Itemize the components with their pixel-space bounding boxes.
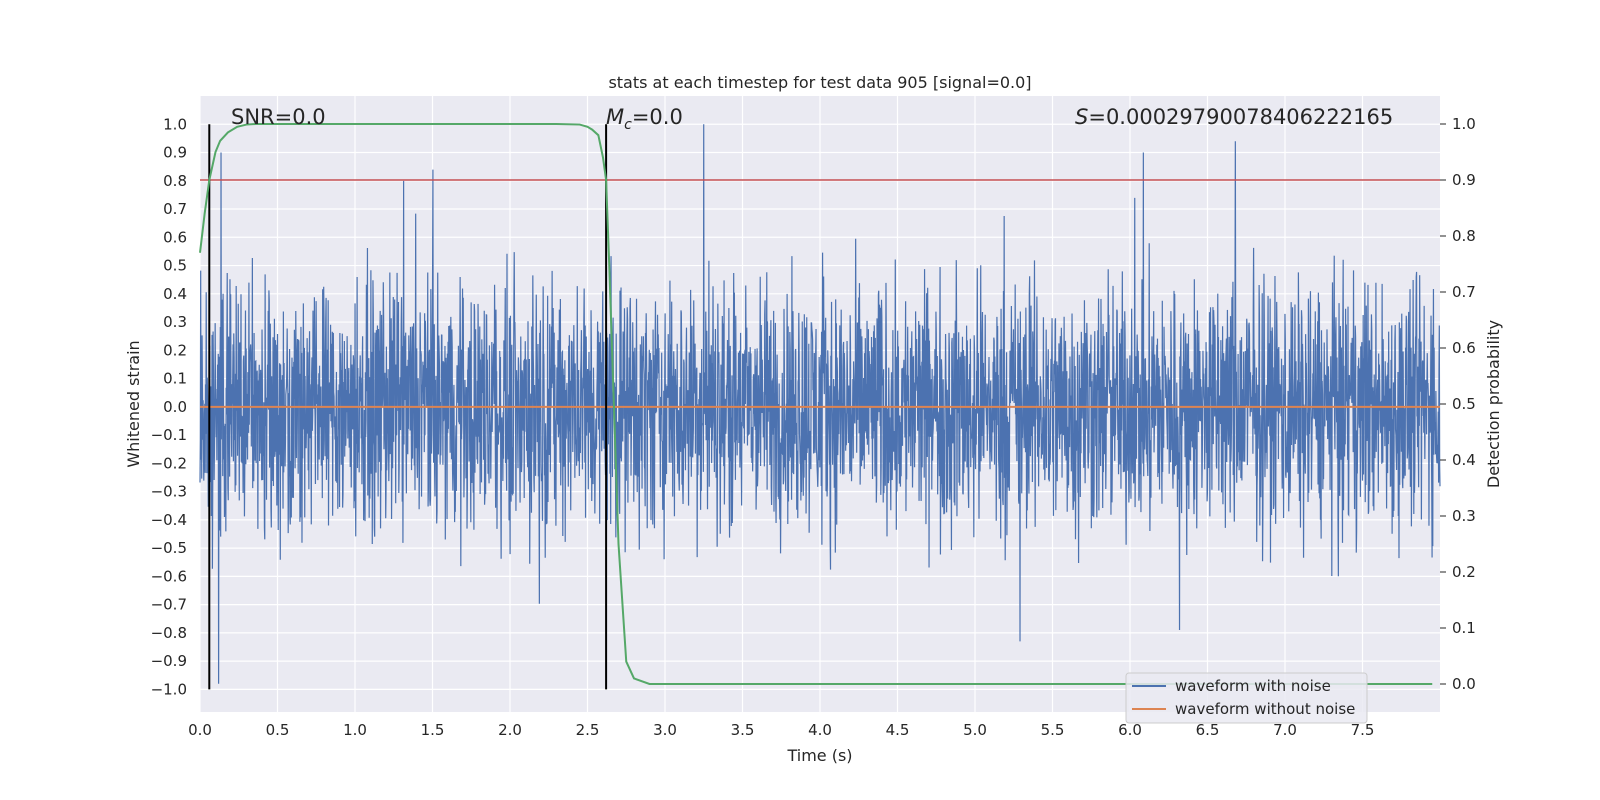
y-left-tick-label: 0.4 [163,285,187,303]
x-tick-label: 6.0 [1118,721,1142,739]
annotation-mc-symbol: M [606,105,624,129]
y-right-tick-label: 0.6 [1452,339,1476,357]
y-axis-right-ticks: 1.0 0.9 0.8 0.7 0.6 0.5 0.4 0.3 0.2 0.1 0.0 [1440,115,1476,693]
x-tick-label: 7.5 [1351,721,1375,739]
y-left-tick-label: −0.9 [151,652,187,670]
y-left-tick-label: −0.4 [151,511,187,529]
y-left-tick-label: −0.8 [151,624,187,642]
y-left-tick-label: −0.7 [151,596,187,614]
y-right-tick-label: 0.4 [1452,451,1476,469]
x-tick-label: 0.0 [188,721,212,739]
x-tick-label: 6.5 [1196,721,1220,739]
legend-label-clean: waveform without noise [1175,700,1355,718]
y-left-tick-label: −0.2 [151,454,187,472]
y-left-tick-label: 0.6 [163,228,187,246]
annotation-s-symbol: S [1075,105,1088,129]
x-tick-label: 5.0 [963,721,987,739]
y-right-tick-label: 0.9 [1452,171,1476,189]
y-right-tick-label: 0.7 [1452,283,1476,301]
series-waveform-with-noise [199,124,1441,684]
y-left-tick-label: −0.5 [151,539,187,557]
annotation-snr: SNR=0.0 [231,105,326,129]
annotation-mc-sub: c [624,117,632,133]
y-left-tick-label: −0.6 [151,567,187,585]
y-left-tick-label: 0.5 [163,257,187,275]
y-left-tick-label: 0.7 [163,200,187,218]
y-left-tick-label: 0.0 [163,398,187,416]
x-tick-label: 3.0 [653,721,677,739]
legend: waveform with noise waveform without noi… [1125,672,1368,724]
x-tick-label: 7.0 [1273,721,1297,739]
x-tick-label: 1.0 [343,721,367,739]
legend-label-noise: waveform with noise [1175,677,1331,695]
x-tick-label: 0.5 [266,721,290,739]
y-left-tick-label: 1.0 [163,115,187,133]
noise-trace [199,124,1441,684]
y-right-tick-label: 0.5 [1452,395,1476,413]
annotation-s-value: =0.00029790078406222165 [1088,105,1393,129]
y-right-tick-label: 1.0 [1452,115,1476,133]
x-axis-ticks: 0.0 0.5 1.0 1.5 2.0 2.5 3.0 3.5 4.0 4.5 5.0 5.5 6.0 6… [188,721,1374,739]
x-tick-label: 1.5 [421,721,445,739]
annotation-chirp-mass: Mc=0.0 [606,105,683,133]
y-right-tick-label: 0.2 [1452,563,1476,581]
x-tick-label: 2.5 [576,721,600,739]
x-tick-label: 4.5 [886,721,910,739]
annotation-score: S=0.00029790078406222165 [1075,105,1393,129]
y-left-tick-label: 0.9 [163,144,187,162]
x-tick-label: 2.0 [498,721,522,739]
legend-box [1125,672,1368,724]
series-detection-probability [199,123,1433,685]
y-left-tick-label: −0.1 [151,426,187,444]
y-right-tick-label: 0.1 [1452,619,1476,637]
y-right-tick-label: 0.3 [1452,507,1476,525]
y-left-tick-label: 0.1 [163,370,187,388]
vertical-marker-lines [208,124,608,690]
y-left-tick-label: 0.8 [163,172,187,190]
y-axis-left-label: Whitened strain [124,340,143,467]
y-right-tick-label: 0.8 [1452,227,1476,245]
x-axis-label: Time (s) [786,746,852,765]
x-tick-label: 4.0 [808,721,832,739]
annotation-mc-value: =0.0 [632,105,683,129]
y-left-tick-label: 0.2 [163,341,187,359]
y-left-tick-label: −0.3 [151,483,187,501]
chart-title: stats at each timestep for test data 905… [608,73,1031,92]
y-right-tick-label: 0.0 [1452,675,1476,693]
y-left-tick-label: −1.0 [151,680,187,698]
y-axis-right-label: Detection probability [1484,320,1503,488]
x-tick-label: 5.5 [1041,721,1065,739]
y-left-tick-label: 0.3 [163,313,187,331]
y-axis-left-ticks: 1.0 0.9 0.8 0.7 0.6 0.5 0.4 0.3 0.2 0.1 0.0 −0.1 −0.… [151,115,187,698]
x-tick-label: 3.5 [731,721,755,739]
